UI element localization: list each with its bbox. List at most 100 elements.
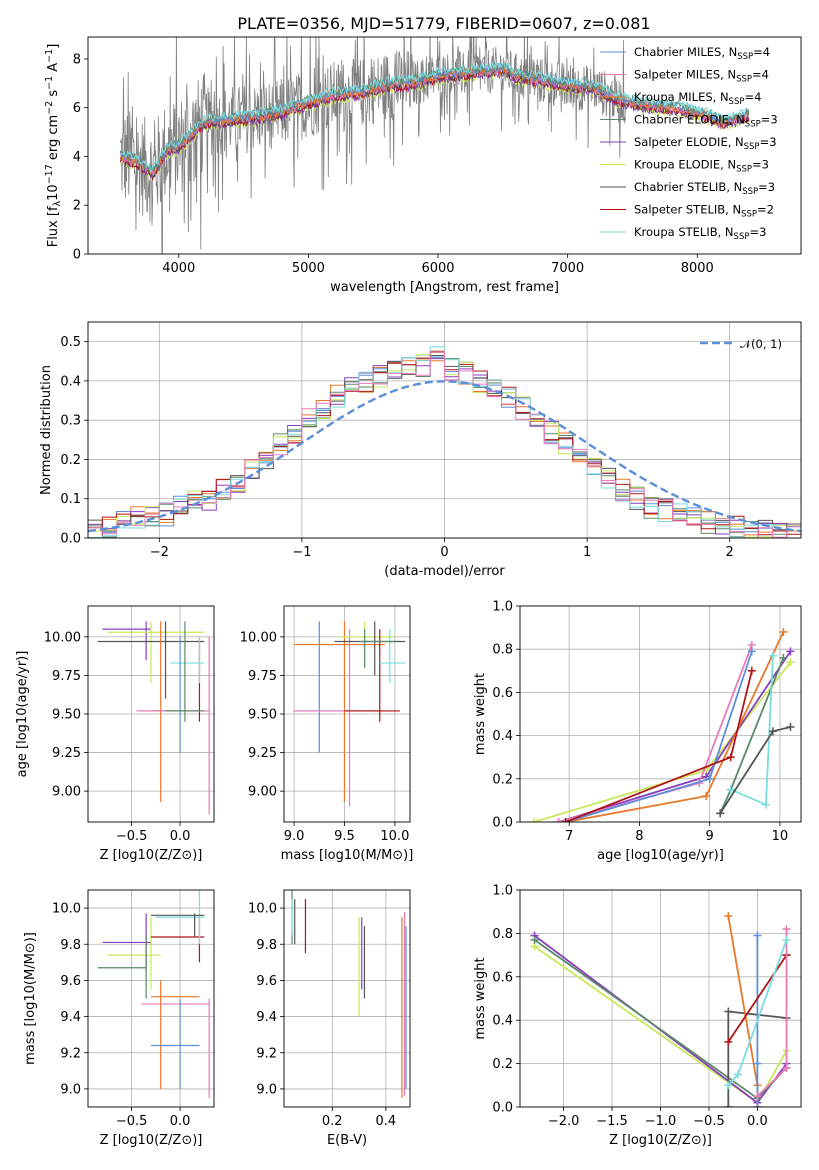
legend-sub: SSP [745,120,761,130]
x-axis-label: Z [log10(Z/Z⊙)] [100,848,203,863]
axes-frame [87,36,802,255]
y-tick-label: 9.25 [248,746,277,761]
x-axis-label: Z [log10(Z/Z⊙)] [100,1133,203,1148]
y-tick-label: 9.2 [60,1046,81,1061]
legend-name: Chabrier ELODIE, N [634,113,745,127]
x-tick-label: −1.5 [596,1114,628,1129]
x-tick-label: 0.2 [322,1114,343,1129]
x-tick-label: 7000 [551,261,584,276]
y-tick-label: 0.8 [492,927,513,942]
legend-val: =4 [744,90,761,104]
y-tick-label: 2 [73,199,81,214]
x-axis-label: age [log10(age/yr)] [597,848,724,863]
y-axis-label: mass [log10(M/M⊙)] [23,932,38,1065]
x-tick-label: 0.0 [170,1114,191,1129]
y-tick-label: 0.0 [492,1101,513,1116]
y-tick-label: 0.5 [60,335,81,350]
x-tick-label: −0.5 [116,829,148,844]
legend-sub: SSP [741,210,757,220]
y-tick-label: 10.0 [52,902,81,917]
legend-entry: Salpeter STELIB, NSSP=2 [634,203,774,220]
legend-val: =3 [758,180,775,194]
y-tick-label: 10.00 [240,630,277,645]
legend-val: =3 [760,135,777,149]
x-tick-label: 4000 [162,261,195,276]
legend-name: Kroupa MILES, N [634,90,729,104]
legend-sub: SSP [734,232,750,242]
y-axis-label-part: −1 [44,49,55,63]
y-tick-label: 0.0 [492,816,513,831]
legend-val: =4 [752,68,769,82]
x-tick-label: 0 [440,545,448,560]
x-axis-label: wavelength [Angstrom, rest frame] [330,280,559,295]
figure-title: PLATE=0356, MJD=51779, FIBERID=0607, z=0… [237,14,650,33]
y-tick-label: 4 [73,150,81,165]
y-tick-label: 9.4 [60,1010,81,1025]
y-axis-label-part: λ [52,200,63,206]
y-axis-label: Normed distribution [39,365,54,495]
legend-val: =3 [752,158,769,172]
plot-area [530,912,791,1107]
panel-mass_vs_ebv: 0.2 0.4 9.0 9.2 9.4 9.6 9.8 10.0 E(B-V) [248,889,411,1148]
y-tick-label: 0.4 [492,729,513,744]
x-tick-label: −1.0 [645,1114,677,1129]
legend-entry: Chabrier ELODIE, NSSP=3 [634,113,778,130]
axes-frame [519,889,802,1108]
normal-curve [88,380,801,533]
y-axis-label-part: erg cm [46,115,61,164]
y-tick-label: 9.75 [248,669,277,684]
plot-area [88,346,801,538]
y-tick-label: 0.0 [60,532,81,547]
x-tick-label: −0.5 [116,1114,148,1129]
y-tick-label: 9.50 [52,708,81,723]
legend-sub: SSP [736,75,752,85]
x-tick-label: 9.5 [334,829,355,844]
y-tick-label: 9.00 [52,785,81,800]
x-tick-label: 0.0 [747,1114,768,1129]
panel-spectrum: 4000 5000 6000 7000 8000 0 2 4 6 8 wavelength [Ang… [44,36,802,295]
legend-name: Kroupa ELODIE, N [634,158,736,172]
x-tick-label: 6000 [421,261,454,276]
y-tick-label: 0.3 [60,414,81,429]
legend-entry: Kroupa STELIB, NSSP=3 [634,225,766,242]
legend-entry: Kroupa MILES, NSSP=4 [634,90,761,107]
model-spectrum [120,61,750,173]
x-tick-label: 5000 [292,261,325,276]
panel-mass_vs_Z: −0.5 0.0 9.0 9.2 9.4 9.6 9.8 10.0 Z [log10(Z/Z⊙)… [23,889,215,1148]
y-tick-label: 9.4 [256,1010,277,1025]
x-tick-label: −2.0 [548,1114,580,1129]
y-tick-label: 0.4 [492,1014,513,1029]
x-tick-label: 10 [772,829,789,844]
x-tick-label: −0.5 [693,1114,725,1129]
legend-entry: Kroupa ELODIE, NSSP=3 [634,158,769,175]
y-tick-label: 8 [73,52,81,67]
legend-name: Salpeter STELIB, N [634,203,741,217]
y-tick-label: 9.6 [60,974,81,989]
y-tick-label: 0.1 [60,492,81,507]
x-axis-label: (data-model)/error [384,564,505,579]
x-tick-label: 8 [635,829,643,844]
x-tick-label: 0.4 [376,1114,397,1129]
legend-name: Salpeter MILES, N [634,68,736,82]
y-axis-label-part: −2 [44,101,55,115]
x-tick-label: −1 [292,545,311,560]
legend-entry: 𝒩(0, 1) [740,337,782,351]
legend-name: Kroupa STELIB, N [634,225,734,239]
plot-area [294,621,405,807]
y-tick-label: 1.0 [492,600,513,615]
y-axis-label-part: ] [46,44,61,49]
legend-val: =3 [761,113,778,127]
y-tick-label: 9.8 [60,938,81,953]
x-tick-label: −2 [150,545,169,560]
legend-sub: SSP [737,52,753,62]
y-tick-label: 0.6 [492,686,513,701]
series-line [727,954,788,1043]
y-axis-label: mass weight [473,957,488,1039]
y-tick-label: 0.4 [60,374,81,389]
plot-area [530,627,795,822]
x-tick-label: 0.0 [170,829,191,844]
plot-area [97,621,210,815]
plot-area [291,890,407,1098]
x-axis-label: Z [log10(Z/Z⊙)] [609,1133,712,1148]
